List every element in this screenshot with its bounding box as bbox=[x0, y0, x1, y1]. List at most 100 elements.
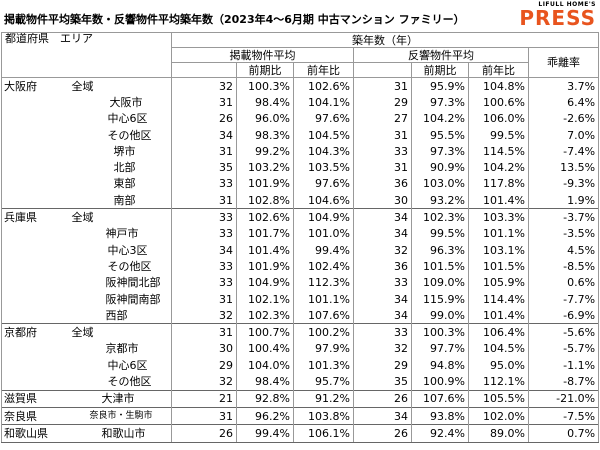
value-cell: 99.5% bbox=[468, 126, 529, 144]
value-cell: 106.1% bbox=[293, 424, 354, 443]
value-cell: 97.3% bbox=[411, 94, 469, 111]
value-cell: 0.7% bbox=[527, 424, 600, 443]
value-cell: 26 bbox=[353, 424, 412, 443]
value-cell: 97.9% bbox=[293, 340, 354, 358]
header-cell bbox=[353, 62, 412, 78]
table-row: 中心6区 26 96.0% 97.6% 27 104.2% 106.0% -2.6% bbox=[1, 110, 600, 127]
value-cell: 101.7% bbox=[236, 225, 294, 242]
value-cell: 104.0% bbox=[236, 357, 294, 374]
value-cell: 104.3% bbox=[293, 143, 354, 160]
value-cell: -3.7% bbox=[527, 208, 600, 226]
value-cell: -21.0% bbox=[527, 389, 600, 408]
prefecture-cell bbox=[1, 175, 60, 193]
value-cell: 34 bbox=[353, 225, 412, 242]
value-cell: 96.0% bbox=[236, 110, 294, 127]
value-cell: 101.9% bbox=[236, 175, 294, 193]
value-cell: 21 bbox=[171, 389, 237, 408]
value-cell: 31 bbox=[171, 192, 237, 209]
value-cell: 32 bbox=[171, 307, 237, 324]
area-cell: 神戸市 bbox=[59, 225, 172, 242]
prefecture-cell: 滋賀県 bbox=[1, 389, 60, 408]
value-cell: 101.0% bbox=[293, 225, 354, 242]
value-cell: 102.4% bbox=[293, 258, 354, 275]
prefecture-cell: 京都府 bbox=[1, 323, 60, 341]
value-cell: -9.3% bbox=[527, 175, 600, 193]
table-row: 中心3区 34 101.4% 99.4% 32 96.3% 103.1% 4.5% bbox=[1, 241, 600, 259]
header-cell: 都道府県 エリア bbox=[1, 32, 172, 78]
value-cell: 31 bbox=[353, 126, 412, 144]
value-cell: 102.3% bbox=[411, 208, 469, 226]
prefecture-cell bbox=[1, 373, 60, 391]
value-cell: 96.2% bbox=[236, 406, 294, 425]
value-cell: 34 bbox=[353, 307, 412, 324]
area-cell: 阪神間北部 bbox=[59, 274, 172, 291]
prefecture-cell bbox=[1, 225, 60, 242]
area-cell: 堺市 bbox=[59, 143, 172, 160]
value-cell: 100.9% bbox=[411, 373, 469, 391]
value-cell: 112.1% bbox=[468, 373, 529, 391]
header-cell: 乖離率 bbox=[527, 47, 600, 78]
value-cell: 105.5% bbox=[468, 389, 529, 408]
value-cell: 114.5% bbox=[468, 143, 529, 160]
value-cell: 36 bbox=[353, 175, 412, 193]
value-cell: 102.0% bbox=[468, 406, 529, 425]
area-cell: 東部 bbox=[59, 175, 172, 193]
prefecture-cell bbox=[1, 94, 60, 111]
value-cell: 101.4% bbox=[468, 192, 529, 209]
table-row: 大阪府 全域 32 100.3% 102.6% 31 95.9% 104.8% 3.7% bbox=[1, 77, 600, 95]
value-cell: -3.5% bbox=[527, 225, 600, 242]
title: 掲載物件平均築年数・反響物件平均築年数（2023年4～6月期 中古マンション フ… bbox=[4, 13, 465, 26]
value-cell: 104.2% bbox=[468, 159, 529, 176]
value-cell: 103.5% bbox=[293, 159, 354, 176]
value-cell: 30 bbox=[353, 192, 412, 209]
prefecture-cell bbox=[1, 126, 60, 144]
value-cell: 102.6% bbox=[236, 208, 294, 226]
value-cell: 97.6% bbox=[293, 110, 354, 127]
value-cell: -7.4% bbox=[527, 143, 600, 160]
value-cell: 102.3% bbox=[236, 307, 294, 324]
header-cell: 前年比 bbox=[468, 62, 529, 78]
value-cell: 102.8% bbox=[236, 192, 294, 209]
value-cell: 105.9% bbox=[468, 274, 529, 291]
value-cell: -8.5% bbox=[527, 258, 600, 275]
area-cell: 南部 bbox=[59, 192, 172, 209]
table-row: 東部 33 101.9% 97.6% 36 103.0% 117.8% -9.3% bbox=[1, 175, 600, 193]
value-cell: 89.0% bbox=[468, 424, 529, 443]
value-cell: 34 bbox=[353, 290, 412, 308]
value-cell: 95.7% bbox=[293, 373, 354, 391]
area-cell: その他区 bbox=[59, 126, 172, 144]
table-row: 奈良県 奈良市・生駒市 31 96.2% 103.8% 34 93.8% 102.0% -7.5… bbox=[1, 406, 600, 425]
value-cell: 31 bbox=[171, 406, 237, 425]
logo: LIFULL HOME'S PRESS bbox=[519, 2, 596, 29]
value-cell: 101.4% bbox=[236, 241, 294, 259]
value-cell: 3.7% bbox=[527, 77, 600, 95]
value-cell: 100.6% bbox=[468, 94, 529, 111]
value-cell: 101.1% bbox=[293, 290, 354, 308]
value-cell: 100.3% bbox=[411, 323, 469, 341]
value-cell: 104.9% bbox=[236, 274, 294, 291]
value-cell: 26 bbox=[353, 389, 412, 408]
prefecture-cell: 和歌山県 bbox=[1, 424, 60, 443]
table-row: その他区 34 98.3% 104.5% 31 95.5% 99.5% 7.0% bbox=[1, 126, 600, 144]
value-cell: 112.3% bbox=[293, 274, 354, 291]
prefecture-cell: 奈良県 bbox=[1, 406, 60, 425]
value-cell: 0.6% bbox=[527, 274, 600, 291]
value-cell: 99.4% bbox=[236, 424, 294, 443]
area-cell: 中心6区 bbox=[59, 357, 172, 374]
value-cell: 31 bbox=[171, 143, 237, 160]
value-cell: 93.2% bbox=[411, 192, 469, 209]
value-cell: 34 bbox=[171, 126, 237, 144]
area-cell: 京都市 bbox=[59, 340, 172, 358]
prefecture-cell bbox=[1, 258, 60, 275]
header-cell: 前年比 bbox=[293, 62, 354, 78]
value-cell: 13.5% bbox=[527, 159, 600, 176]
value-cell: 99.4% bbox=[293, 241, 354, 259]
prefecture-cell bbox=[1, 159, 60, 176]
value-cell: 1.9% bbox=[527, 192, 600, 209]
table-row: 阪神間南部 31 102.1% 101.1% 34 115.9% 114.4% -7.7% bbox=[1, 290, 600, 308]
value-cell: -7.7% bbox=[527, 290, 600, 308]
value-cell: 35 bbox=[353, 373, 412, 391]
value-cell: 29 bbox=[171, 357, 237, 374]
value-cell: 32 bbox=[171, 77, 237, 95]
value-cell: 101.1% bbox=[468, 225, 529, 242]
